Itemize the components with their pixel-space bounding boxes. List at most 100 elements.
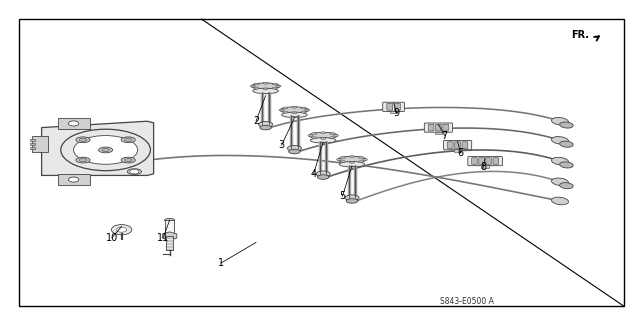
Circle shape [116, 227, 127, 232]
Ellipse shape [74, 136, 138, 164]
Ellipse shape [330, 137, 335, 138]
Ellipse shape [164, 219, 175, 222]
Ellipse shape [121, 137, 135, 143]
FancyBboxPatch shape [447, 142, 453, 148]
FancyBboxPatch shape [436, 124, 441, 131]
Ellipse shape [552, 178, 568, 186]
FancyBboxPatch shape [455, 142, 460, 148]
Ellipse shape [333, 135, 339, 137]
Text: 8: 8 [480, 162, 486, 173]
Text: 9: 9 [394, 108, 400, 118]
Ellipse shape [251, 83, 280, 89]
Ellipse shape [79, 159, 87, 162]
Ellipse shape [559, 182, 573, 189]
Text: 6: 6 [458, 148, 464, 158]
Bar [30, 147, 35, 149]
Bar [58, 174, 90, 185]
Ellipse shape [282, 112, 307, 118]
Ellipse shape [312, 137, 317, 138]
Ellipse shape [280, 107, 309, 113]
Text: FR.: FR. [571, 30, 589, 40]
Ellipse shape [308, 135, 313, 137]
Ellipse shape [124, 159, 132, 162]
Ellipse shape [559, 122, 573, 128]
Ellipse shape [339, 161, 365, 167]
Circle shape [111, 225, 132, 235]
Ellipse shape [349, 161, 355, 163]
FancyBboxPatch shape [394, 103, 401, 110]
Bar [481, 165, 489, 168]
Ellipse shape [345, 195, 359, 201]
FancyBboxPatch shape [428, 124, 434, 131]
Ellipse shape [263, 82, 268, 84]
Text: 1: 1 [218, 258, 224, 268]
Ellipse shape [309, 132, 338, 139]
FancyBboxPatch shape [472, 158, 477, 165]
Ellipse shape [552, 157, 568, 165]
FancyBboxPatch shape [493, 158, 499, 165]
Text: 2: 2 [253, 116, 259, 126]
Ellipse shape [312, 133, 317, 135]
Bar [435, 132, 442, 134]
Ellipse shape [338, 156, 367, 163]
Ellipse shape [552, 137, 568, 144]
Ellipse shape [292, 112, 297, 114]
Text: S843-E0500 A: S843-E0500 A [440, 297, 494, 306]
Ellipse shape [272, 83, 277, 85]
Ellipse shape [99, 147, 113, 153]
Bar [390, 111, 397, 113]
Ellipse shape [254, 87, 259, 89]
Ellipse shape [79, 138, 87, 141]
FancyBboxPatch shape [462, 142, 468, 148]
Bar [454, 149, 461, 152]
Ellipse shape [259, 122, 273, 127]
Text: 5: 5 [339, 191, 346, 201]
Ellipse shape [127, 169, 141, 174]
FancyBboxPatch shape [387, 103, 393, 110]
Circle shape [68, 121, 79, 126]
Ellipse shape [349, 156, 355, 158]
Ellipse shape [272, 87, 277, 89]
Ellipse shape [283, 111, 288, 113]
Ellipse shape [310, 138, 336, 143]
Bar [30, 143, 35, 145]
Ellipse shape [346, 199, 358, 203]
Bar [58, 118, 90, 129]
Ellipse shape [552, 197, 568, 205]
Ellipse shape [260, 125, 271, 130]
Ellipse shape [76, 137, 90, 143]
Ellipse shape [283, 107, 288, 109]
Ellipse shape [301, 107, 306, 109]
Ellipse shape [340, 160, 346, 162]
Ellipse shape [305, 109, 310, 111]
Ellipse shape [76, 157, 90, 163]
Ellipse shape [250, 85, 255, 87]
Ellipse shape [253, 88, 278, 94]
Ellipse shape [263, 88, 268, 90]
Polygon shape [42, 121, 154, 175]
Ellipse shape [321, 132, 326, 134]
Ellipse shape [61, 129, 150, 171]
Ellipse shape [362, 159, 367, 160]
Ellipse shape [358, 157, 364, 159]
Ellipse shape [337, 159, 342, 160]
FancyBboxPatch shape [479, 158, 484, 165]
Bar [166, 236, 173, 250]
Ellipse shape [287, 145, 301, 151]
Ellipse shape [301, 111, 306, 113]
Ellipse shape [102, 148, 109, 152]
Ellipse shape [559, 162, 573, 168]
FancyBboxPatch shape [486, 158, 492, 165]
Text: 3: 3 [278, 140, 285, 150]
Ellipse shape [124, 138, 132, 141]
Ellipse shape [279, 109, 284, 111]
FancyBboxPatch shape [424, 123, 452, 132]
Circle shape [68, 177, 79, 182]
Text: 7: 7 [442, 130, 448, 141]
Ellipse shape [276, 85, 281, 87]
FancyBboxPatch shape [443, 124, 449, 131]
Text: 11: 11 [157, 233, 170, 243]
Ellipse shape [330, 133, 335, 135]
Ellipse shape [317, 175, 329, 179]
Text: 4: 4 [310, 169, 317, 179]
